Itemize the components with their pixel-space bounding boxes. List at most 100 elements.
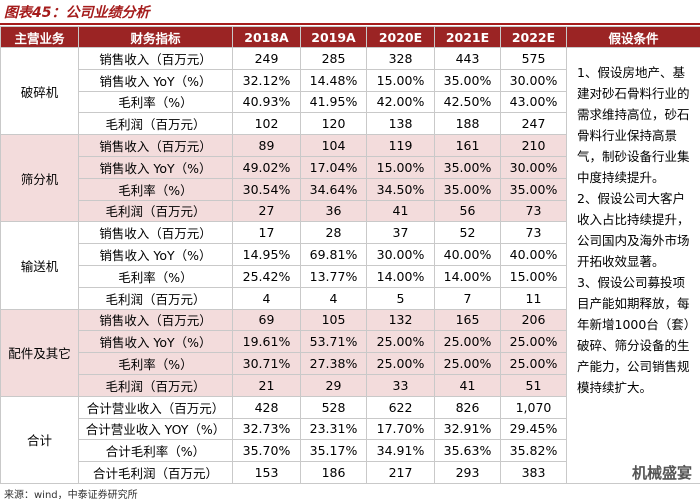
title-rule — [0, 23, 700, 25]
assumption-cell: 1、假设房地产、基建对砂石骨料行业的需求维持高位，砂石骨料行业保持高景气，制砂设… — [566, 47, 700, 484]
value-cell: 34.64% — [300, 177, 367, 201]
metric-cell: 毛利率（%） — [78, 90, 233, 114]
metric-cell: 销售收入（百万元） — [78, 47, 233, 70]
metric-cell: 毛利润（百万元） — [78, 199, 233, 223]
value-cell: 102 — [232, 112, 301, 136]
value-cell: 34.91% — [366, 439, 435, 463]
value-cell: 23.31% — [300, 417, 367, 441]
value-cell: 25.00% — [434, 352, 501, 375]
value-cell: 14.48% — [300, 68, 367, 92]
value-cell: 17 — [232, 221, 301, 245]
value-cell: 41.95% — [300, 90, 367, 114]
value-cell: 206 — [500, 308, 567, 332]
value-cell: 383 — [500, 461, 567, 484]
metric-cell: 合计毛利润（百万元） — [78, 461, 233, 484]
header-cell: 2021E — [434, 26, 501, 48]
assumption-text: 3、假设公司募投项目产能如期释放，每年新增1000台（套）破碎、筛分设备的生产能… — [577, 275, 691, 395]
metric-cell: 毛利率（%） — [78, 352, 233, 375]
metric-cell: 销售收入（百万元） — [78, 134, 233, 157]
metric-cell: 销售收入 YoY（%） — [78, 330, 233, 354]
header-cell: 2020E — [366, 26, 435, 48]
value-cell: 428 — [232, 395, 301, 419]
value-cell: 21 — [232, 373, 301, 397]
value-cell: 15.00% — [366, 68, 435, 92]
metric-cell: 销售收入 YoY（%） — [78, 243, 233, 266]
value-cell: 89 — [232, 134, 301, 157]
metric-cell: 销售收入 YoY（%） — [78, 155, 233, 179]
value-cell: 52 — [434, 221, 501, 245]
value-cell: 56 — [434, 199, 501, 223]
value-cell: 138 — [366, 112, 435, 136]
value-cell: 120 — [300, 112, 367, 136]
assumption-text: 2、假设公司大客户收入占比持续提升，公司国内及海外市场开拓收效显著。 — [577, 191, 690, 269]
assumption-text: 1、假设房地产、基建对砂石骨料行业的需求维持高位，砂石骨料行业保持高景气，制砂设… — [577, 65, 690, 185]
value-cell: 32.91% — [434, 417, 501, 441]
table-row: 合计营业收入 YOY（%） 32.73% 23.31% 17.70% 32.91% 29.… — [1, 417, 700, 441]
value-cell: 36 — [300, 199, 367, 223]
header-cell: 2019A — [300, 26, 367, 48]
value-cell: 35.70% — [232, 439, 301, 463]
table-row: 毛利率（%） 30.71% 27.38% 25.00% 25.00% 25.00% — [1, 352, 700, 375]
value-cell: 104 — [300, 134, 367, 157]
table-row: 毛利润（百万元） 27 36 41 56 73 — [1, 199, 700, 223]
value-cell: 25.00% — [500, 352, 567, 375]
metric-cell: 毛利率（%） — [78, 264, 233, 288]
value-cell: 4 — [300, 286, 367, 310]
segment-cell: 筛分机 — [0, 134, 79, 223]
value-cell: 293 — [434, 461, 501, 484]
header-row: 主营业务 财务指标 2018A 2019A 2020E 2021E 2022E 假设条件 — [0, 26, 700, 48]
value-cell: 13.77% — [300, 264, 367, 288]
metric-cell: 销售收入 YoY（%） — [78, 68, 233, 92]
value-cell: 73 — [500, 221, 567, 245]
value-cell: 17.04% — [300, 155, 367, 179]
value-cell: 49.02% — [232, 155, 301, 179]
value-cell: 35.82% — [500, 439, 567, 463]
value-cell: 42.00% — [366, 90, 435, 114]
value-cell: 32.73% — [232, 417, 301, 441]
value-cell: 69.81% — [300, 243, 367, 266]
table-row: 毛利润（百万元） 4 4 5 7 11 — [1, 286, 700, 310]
table-row: 毛利率（%） 40.93% 41.95% 42.00% 42.50% 43.00% — [1, 90, 700, 114]
value-cell: 153 — [232, 461, 301, 484]
value-cell: 53.71% — [300, 330, 367, 354]
header-cell: 2018A — [232, 26, 301, 48]
value-cell: 51 — [500, 373, 567, 397]
value-cell: 105 — [300, 308, 367, 332]
metric-cell: 毛利率（%） — [78, 177, 233, 201]
segment-cell: 破碎机 — [0, 46, 79, 136]
value-cell: 165 — [434, 308, 501, 332]
value-cell: 1,070 — [500, 395, 567, 419]
value-cell: 30.71% — [232, 352, 301, 375]
value-cell: 30.00% — [500, 68, 567, 92]
value-cell: 25.42% — [232, 264, 301, 288]
value-cell: 29 — [300, 373, 367, 397]
value-cell: 7 — [434, 286, 501, 310]
table-row: 销售收入 YoY（%） 32.12% 14.48% 15.00% 35.00% 30.00… — [1, 68, 700, 92]
value-cell: 622 — [366, 395, 435, 419]
value-cell: 5 — [366, 286, 435, 310]
source-note: 来源：wind，中泰证券研究所 — [4, 490, 138, 501]
table-row: 筛分机 销售收入（百万元） 89 104 119 161 210 — [0, 134, 700, 223]
value-cell: 30.00% — [366, 243, 435, 266]
value-cell: 4 — [232, 286, 301, 310]
value-cell: 15.00% — [366, 155, 435, 179]
table-row: 合计毛利润（百万元） 153 186 217 293 383 — [1, 461, 700, 484]
performance-table: 主营业务 财务指标 2018A 2019A 2020E 2021E 2022E 假设条件 破碎… — [0, 26, 700, 484]
value-cell: 14.95% — [232, 243, 301, 266]
value-cell: 249 — [232, 47, 301, 70]
value-cell: 33 — [366, 373, 435, 397]
value-cell: 35.00% — [500, 177, 567, 201]
value-cell: 35.63% — [434, 439, 501, 463]
metric-cell: 毛利润（百万元） — [78, 286, 233, 310]
value-cell: 14.00% — [434, 264, 501, 288]
figure-title: 图表45：公司业绩分析 — [4, 5, 150, 21]
value-cell: 132 — [366, 308, 435, 332]
value-cell: 35.17% — [300, 439, 367, 463]
value-cell: 19.61% — [232, 330, 301, 354]
value-cell: 15.00% — [500, 264, 567, 288]
table-row: 合计 合计营业收入（百万元） 428 528 622 826 1,070 — [0, 395, 700, 484]
value-cell: 30.00% — [500, 155, 567, 179]
value-cell: 35.00% — [434, 68, 501, 92]
metric-cell: 合计毛利率（%） — [78, 439, 233, 463]
metric-cell: 合计营业收入 YOY（%） — [78, 417, 233, 441]
